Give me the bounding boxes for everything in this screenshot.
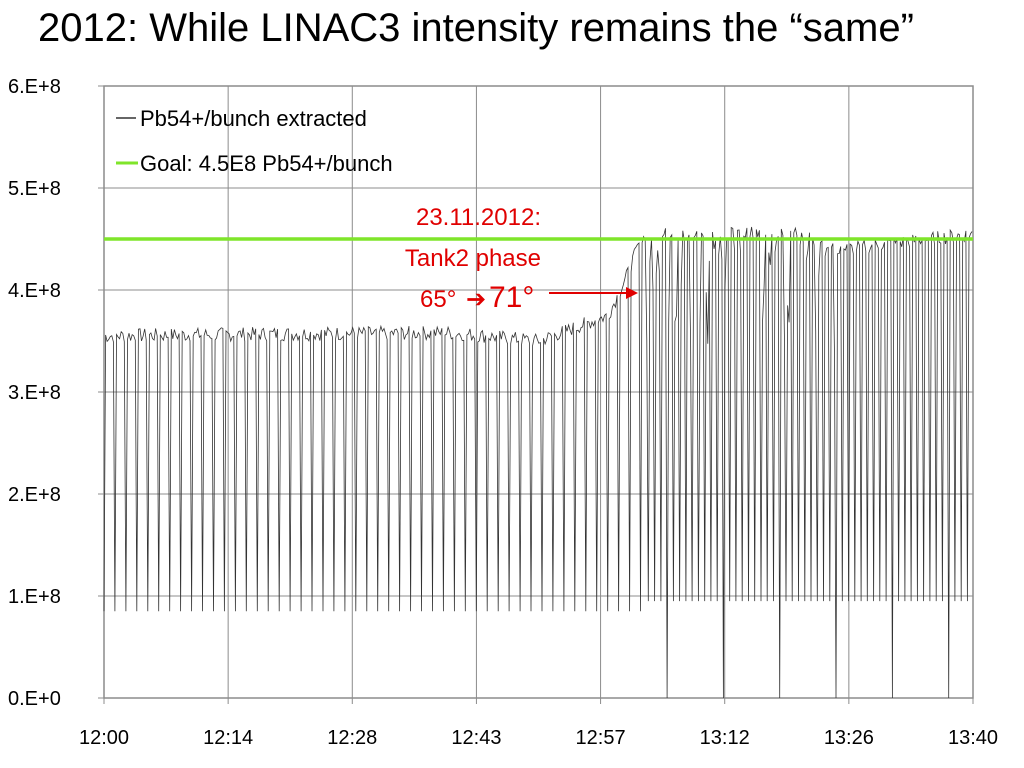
annotation-arrowhead: [626, 287, 638, 299]
y-axis: 0.E+0 1.E+8 2.E+8 3.E+8 4.E+8 5.E+8 6.E+8: [8, 76, 104, 710]
y-tick-label: 6.E+8: [8, 76, 61, 98]
annotation-date: 23.11.2012:: [416, 204, 541, 231]
x-tick-label: 12:43: [451, 727, 501, 749]
y-tick-label: 0.E+0: [8, 688, 61, 710]
slide-title: 2012: While LINAC3 intensity remains the…: [38, 6, 914, 50]
x-tick-label: 12:00: [79, 727, 129, 749]
y-tick-label: 4.E+8: [8, 280, 61, 302]
y-tick-label: 1.E+8: [8, 586, 61, 608]
annotation-label: Tank2 phase: [405, 245, 541, 272]
y-tick-label: 2.E+8: [8, 484, 61, 506]
legend-label-extracted: Pb54+/bunch extracted: [140, 106, 367, 131]
x-tick-label: 12:14: [203, 727, 253, 749]
annotation-arrow-glyph: ➔: [466, 286, 486, 313]
y-tick-label: 3.E+8: [8, 382, 61, 404]
legend: Pb54+/bunch extracted Goal: 4.5E8 Pb54+/…: [116, 106, 393, 176]
x-axis: 12:00 12:14 12:28 12:43 12:57 13:12 13:26 13:40: [79, 698, 998, 749]
series-line: [103, 226, 973, 699]
x-tick-label: 12:28: [327, 727, 377, 749]
annotation-from: 65°: [420, 286, 456, 313]
x-tick-label: 13:40: [948, 727, 998, 749]
legend-label-goal: Goal: 4.5E8 Pb54+/bunch: [140, 151, 393, 176]
x-tick-label: 12:57: [576, 727, 626, 749]
x-tick-label: 13:26: [824, 727, 874, 749]
y-tick-label: 5.E+8: [8, 178, 61, 200]
annotation: 23.11.2012: Tank2 phase 65° ➔ 71°: [405, 204, 638, 314]
annotation-to: 71°: [489, 281, 534, 314]
x-tick-label: 13:12: [700, 727, 750, 749]
